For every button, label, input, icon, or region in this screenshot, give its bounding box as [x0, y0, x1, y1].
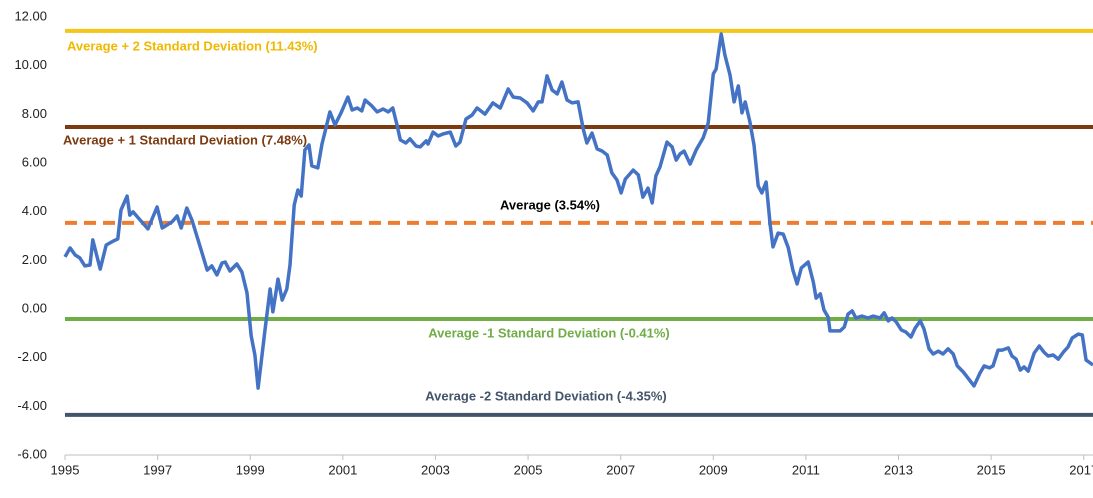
y-tick-label: 0.00 — [22, 300, 47, 315]
y-tick-label: -6.00 — [17, 446, 47, 461]
y-tick-label: 2.00 — [22, 252, 47, 267]
reference-label: Average + 2 Standard Deviation (11.43%) — [67, 38, 318, 53]
x-tick-label: 2003 — [421, 462, 450, 477]
y-tick-label: 12.00 — [14, 8, 47, 23]
x-tick-label: 1999 — [236, 462, 265, 477]
x-tick-label: 2015 — [977, 462, 1006, 477]
y-tick-label: 6.00 — [22, 154, 47, 169]
x-tick-label: 2001 — [328, 462, 357, 477]
x-tick-label: 1995 — [51, 462, 80, 477]
y-tick-label: 4.00 — [22, 203, 47, 218]
y-tick-label: -4.00 — [17, 398, 47, 413]
reference-label: Average -1 Standard Deviation (-0.41%) — [428, 325, 670, 340]
data-line — [63, 32, 1093, 390]
x-tick-label: 2005 — [514, 462, 543, 477]
x-tick-label: 2017 — [1069, 462, 1093, 477]
reference-label: Average -2 Standard Deviation (-4.35%) — [425, 388, 667, 403]
x-tick-label: 1997 — [143, 462, 172, 477]
x-tick-label: 2013 — [884, 462, 913, 477]
reference-label: Average + 1 Standard Deviation (7.48%) — [63, 132, 307, 147]
x-tick-label: 2009 — [699, 462, 728, 477]
y-tick-label: 8.00 — [22, 106, 47, 121]
x-tick-label: 2011 — [792, 462, 820, 477]
x-tick-label: 2007 — [606, 462, 635, 477]
y-tick-label: 10.00 — [14, 57, 47, 72]
y-tick-label: -2.00 — [17, 349, 47, 364]
reference-label: Average (3.54%) — [500, 197, 600, 212]
